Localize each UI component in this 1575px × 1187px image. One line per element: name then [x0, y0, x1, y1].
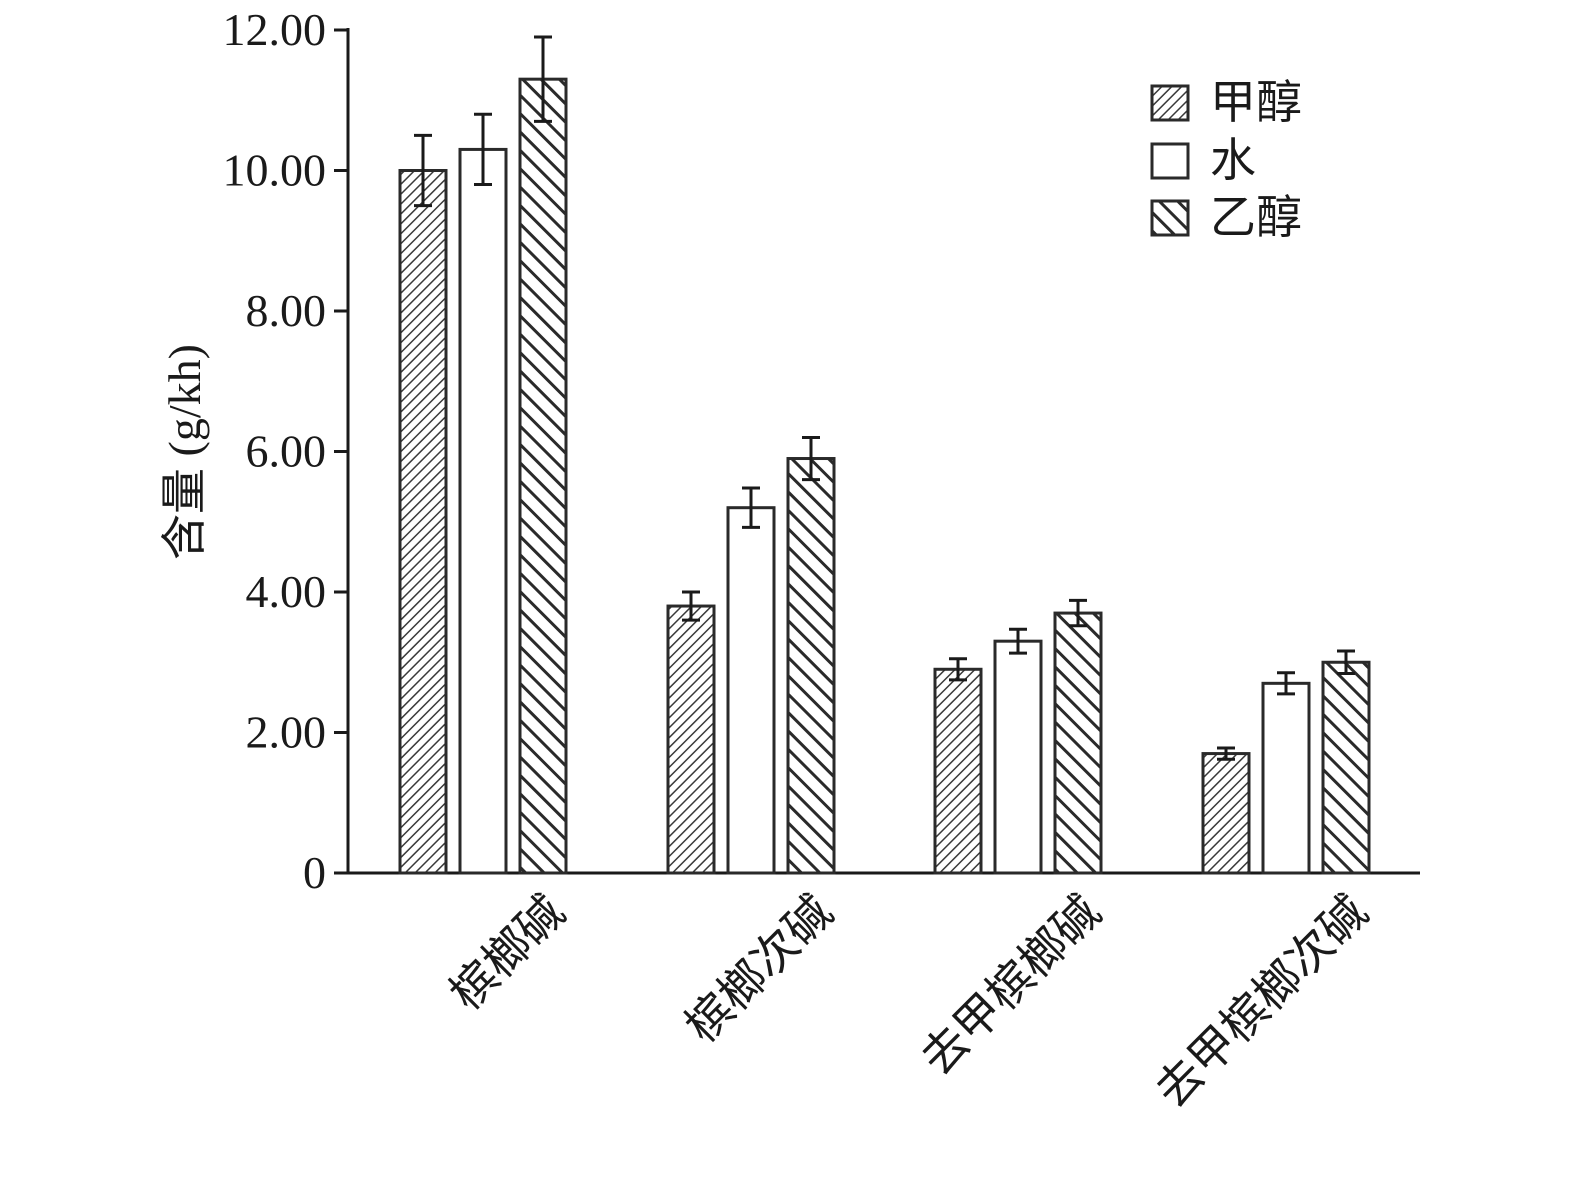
y-tick-label: 12.00	[223, 4, 327, 55]
error-bars	[414, 35, 1355, 761]
legend-swatch-2	[1150, 142, 1190, 180]
y-tick-label: 0	[303, 847, 326, 898]
legend-label-2: 水	[1210, 135, 1256, 186]
bar-2-1	[458, 147, 508, 875]
bar-1-3	[933, 667, 983, 875]
bar-2-2	[726, 506, 776, 875]
bars	[398, 77, 1371, 875]
y-tick-label: 10.00	[223, 145, 327, 196]
y-tick-label: 6.00	[246, 426, 327, 477]
bar-3-2	[786, 457, 836, 875]
bar-1-2	[666, 604, 716, 875]
bar-3-3	[1053, 611, 1103, 875]
y-tick-label: 8.00	[246, 285, 327, 336]
bar-3-4	[1321, 660, 1371, 875]
legend-label-1: 甲醇	[1210, 77, 1302, 128]
bar-1-1	[398, 169, 448, 875]
category-label: 去甲槟榔次碱	[1146, 886, 1377, 1117]
y-tick-label: 4.00	[246, 566, 327, 617]
legend-label-3: 乙醇	[1210, 192, 1302, 243]
labels: 槟榔碱 槟榔次碱 去甲槟榔碱 去甲槟榔次碱	[440, 886, 1377, 1117]
y-axis-title: 含量 (g/kh)	[159, 344, 210, 560]
axes: 0 2.00 4.00 6.00 8.00 10.00 12.00 含量 (g/kh)	[159, 4, 1420, 898]
legend-swatch-1	[1150, 84, 1190, 122]
category-label: 去甲槟榔碱	[911, 886, 1110, 1085]
bar-2-3	[993, 639, 1043, 875]
category-label: 槟榔次碱	[676, 886, 842, 1052]
legend-swatch-3	[1150, 199, 1190, 237]
y-tick-label: 2.00	[246, 707, 327, 758]
bar-2-4	[1261, 681, 1311, 875]
bar-1-4	[1201, 752, 1251, 875]
bar-3-1	[518, 77, 568, 875]
category-label: 槟榔碱	[440, 886, 574, 1020]
